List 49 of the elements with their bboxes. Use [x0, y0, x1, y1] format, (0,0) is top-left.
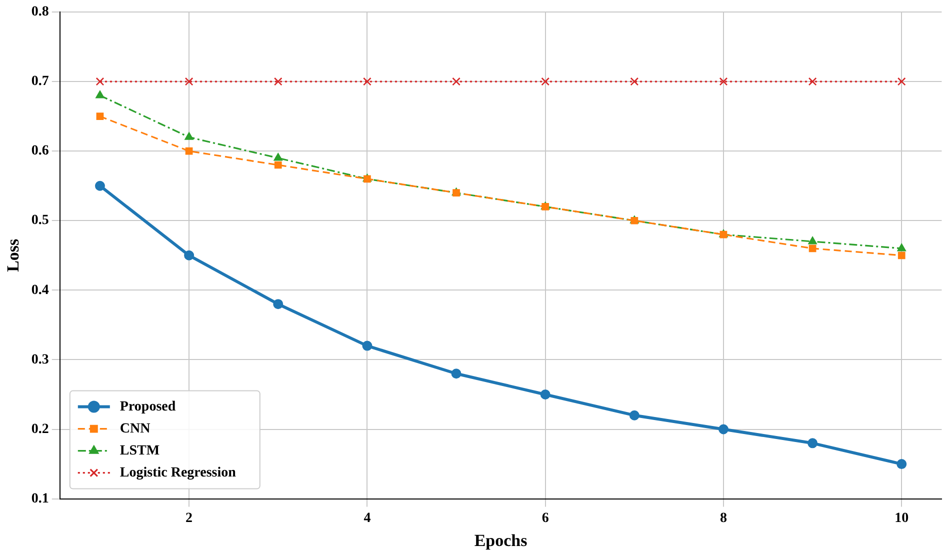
y-tick-label: 0.7: [31, 74, 49, 90]
point: [897, 77, 906, 86]
x-tick-label: 2: [186, 510, 193, 526]
y-tick-label: 0.1: [31, 491, 49, 506]
point: [184, 250, 194, 260]
point: [808, 244, 816, 252]
x-tick-label: 6: [542, 510, 549, 526]
x-axis-title: Epochs: [474, 531, 528, 550]
point: [94, 180, 105, 191]
point: [184, 77, 194, 86]
point: [273, 299, 284, 310]
x-tick-label: 4: [364, 510, 371, 526]
y-tick-label: 0.2: [31, 422, 49, 437]
y-axis-title: Loss: [4, 238, 23, 272]
point: [897, 243, 906, 252]
point: [452, 77, 460, 86]
point: [896, 459, 907, 470]
y-tick-label: 0.8: [31, 4, 49, 20]
legend-label: LSTM: [120, 443, 160, 458]
point: [898, 252, 906, 260]
point: [274, 161, 282, 169]
point: [185, 147, 193, 155]
point: [718, 424, 728, 434]
point: [719, 77, 728, 86]
point: [96, 90, 104, 98]
point: [363, 77, 372, 86]
point: [629, 410, 640, 420]
x-tick-label: 10: [894, 510, 909, 526]
point: [808, 236, 817, 244]
point: [274, 153, 283, 161]
point: [96, 77, 104, 86]
point: [184, 132, 194, 140]
point: [451, 368, 462, 379]
point: [96, 112, 104, 120]
legend-label: Logistic Regression: [120, 465, 236, 480]
point: [630, 77, 639, 86]
y-tick-label: 0.3: [31, 352, 49, 368]
point: [808, 438, 818, 448]
y-tick-label: 0.4: [31, 282, 49, 298]
legend-label: Proposed: [120, 399, 176, 414]
y-tick-label: 0.5: [31, 213, 49, 228]
legend-label: CNN: [120, 421, 150, 436]
x-tick-label: 8: [720, 510, 727, 526]
point: [808, 77, 817, 86]
point: [541, 77, 550, 86]
y-tick-label: 0.6: [31, 144, 49, 159]
point: [274, 77, 282, 86]
point: [540, 389, 550, 400]
point: [362, 340, 372, 351]
